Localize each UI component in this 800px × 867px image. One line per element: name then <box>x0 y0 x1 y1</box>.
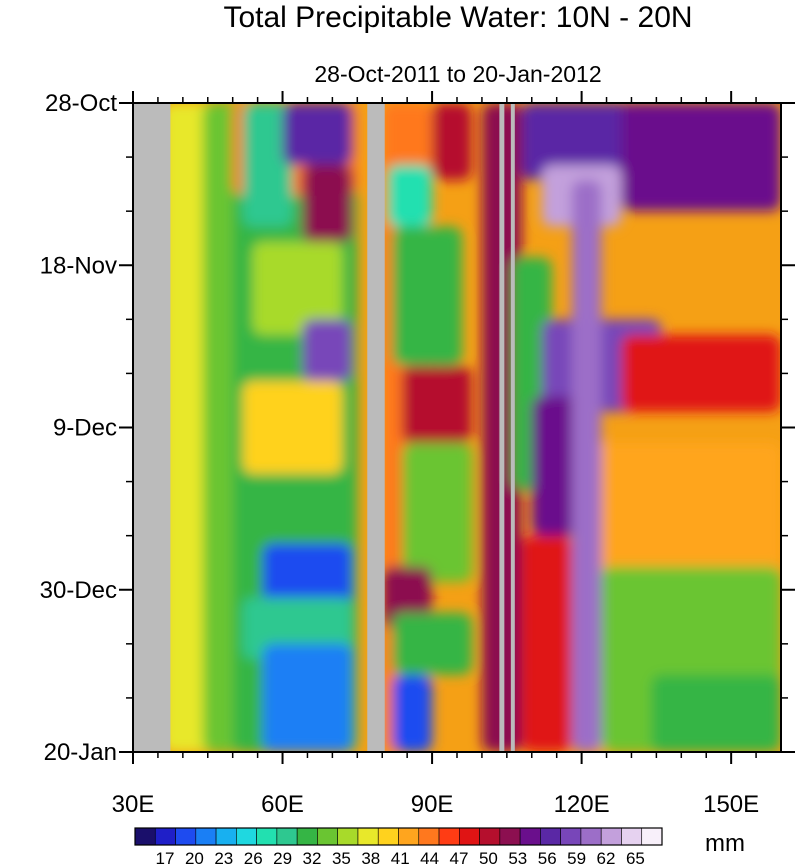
colorbar-swatch <box>438 827 460 846</box>
heatmap-plot-area <box>133 103 781 752</box>
heatmap-cell <box>392 612 472 675</box>
heatmap-cell <box>392 226 462 366</box>
colorbar-label: 65 <box>626 849 645 867</box>
x-axis: 30E 60E 90E 120E 150E <box>112 91 759 818</box>
colorbar-swatch <box>580 827 602 846</box>
heatmap-cell <box>402 365 472 443</box>
colorbar-label: 56 <box>538 849 557 867</box>
heatmap-cell <box>621 103 781 212</box>
colorbar-label: 20 <box>185 849 204 867</box>
x-tick-label: 30E <box>112 791 155 818</box>
colorbar-swatch <box>296 827 318 846</box>
colorbar-swatch <box>540 827 561 846</box>
colorbar-label: 47 <box>450 849 469 867</box>
y-tick-label: 20-Jan <box>44 739 117 766</box>
heatmap-cell <box>402 442 472 583</box>
chart-subtitle: 28-Oct-2011 to 20-Jan-2012 <box>314 61 601 87</box>
colorbar-label: 23 <box>214 849 233 867</box>
colorbar-label: 29 <box>273 849 292 867</box>
colorbar-swatch <box>317 827 338 846</box>
heatmap-cell <box>392 674 433 752</box>
colorbar-label: 50 <box>479 849 498 867</box>
colorbar-label: 32 <box>303 849 322 867</box>
colorbar-swatch <box>236 827 257 846</box>
heatmap-cell <box>521 103 632 181</box>
y-tick-label: 18-Nov <box>40 252 117 279</box>
colorbar-swatch <box>357 827 379 846</box>
x-tick-label: 150E <box>703 791 759 818</box>
colorbar-swatch <box>641 827 663 846</box>
colorbar-unit-label: mm <box>705 830 745 857</box>
heatmap-cell <box>262 643 353 752</box>
colorbar-frame <box>134 827 663 846</box>
colorbar-swatch <box>195 827 217 846</box>
y-axis: 28-Oct 18-Nov 9-Dec 30-Dec 20-Jan <box>40 90 795 766</box>
colorbar-swatch <box>134 827 156 846</box>
missing-data-stripe <box>133 103 171 752</box>
colorbar: 17 20 23 26 29 32 35 38 41 44 47 50 53 56 59 62 65 <box>134 827 663 867</box>
colorbar-label: 53 <box>508 849 527 867</box>
colorbar-swatch <box>337 827 359 846</box>
heatmap-cell <box>621 334 781 413</box>
heatmap-cell <box>571 180 602 752</box>
heatmap-cell <box>252 242 343 335</box>
colorbar-label: 62 <box>597 849 616 867</box>
colorbar-swatch <box>175 827 197 846</box>
heatmap-cell <box>242 103 293 227</box>
colorbar-swatch <box>377 827 399 846</box>
colorbar-label: 38 <box>361 849 380 867</box>
colorbar-swatch <box>256 827 278 846</box>
colorbar-swatch <box>600 827 622 846</box>
y-tick-label: 30-Dec <box>40 577 117 604</box>
colorbar-swatch <box>215 827 237 846</box>
colorbar-label: 17 <box>156 849 175 867</box>
colorbar-swatch <box>560 827 582 846</box>
missing-data-stripe <box>510 103 515 752</box>
heatmap-cell <box>651 674 781 752</box>
colorbar-swatch <box>499 827 521 846</box>
colorbar-label: 44 <box>420 849 439 867</box>
missing-data-stripe <box>499 103 505 752</box>
colorbar-label: 41 <box>391 849 410 867</box>
heatmap-cell <box>242 381 343 474</box>
colorbar-label: 59 <box>567 849 586 867</box>
heatmap-cell <box>387 164 433 227</box>
colorbar-swatch <box>276 827 298 846</box>
colorbar-swatch <box>479 827 501 846</box>
colorbar-swatch <box>621 827 643 846</box>
missing-data-stripe <box>367 103 385 752</box>
colorbar-swatch <box>519 827 541 846</box>
heatmap-cell <box>382 566 433 629</box>
x-tick-label: 120E <box>554 791 610 818</box>
y-tick-label: 9-Dec <box>53 415 117 442</box>
heatmap-cell <box>521 535 572 752</box>
heatmap-cell <box>302 164 353 243</box>
heatmap-cell <box>432 103 472 181</box>
heatmap-cell <box>262 543 353 606</box>
chart-title: Total Precipitable Water: 10N - 20N <box>223 1 692 34</box>
colorbar-label: 26 <box>244 849 263 867</box>
colorbar-label: 35 <box>332 849 351 867</box>
colorbar-swatch <box>154 827 176 846</box>
heatmap-cell <box>282 103 353 165</box>
x-tick-label: 60E <box>261 791 304 818</box>
colorbar-swatch <box>398 827 420 846</box>
colorbar-swatch <box>418 827 440 846</box>
x-tick-label: 90E <box>411 791 454 818</box>
colorbar-swatch <box>459 827 480 846</box>
heatmap-cell <box>302 319 353 382</box>
y-tick-label: 28-Oct <box>45 90 117 117</box>
heatmap-cell <box>242 473 353 552</box>
